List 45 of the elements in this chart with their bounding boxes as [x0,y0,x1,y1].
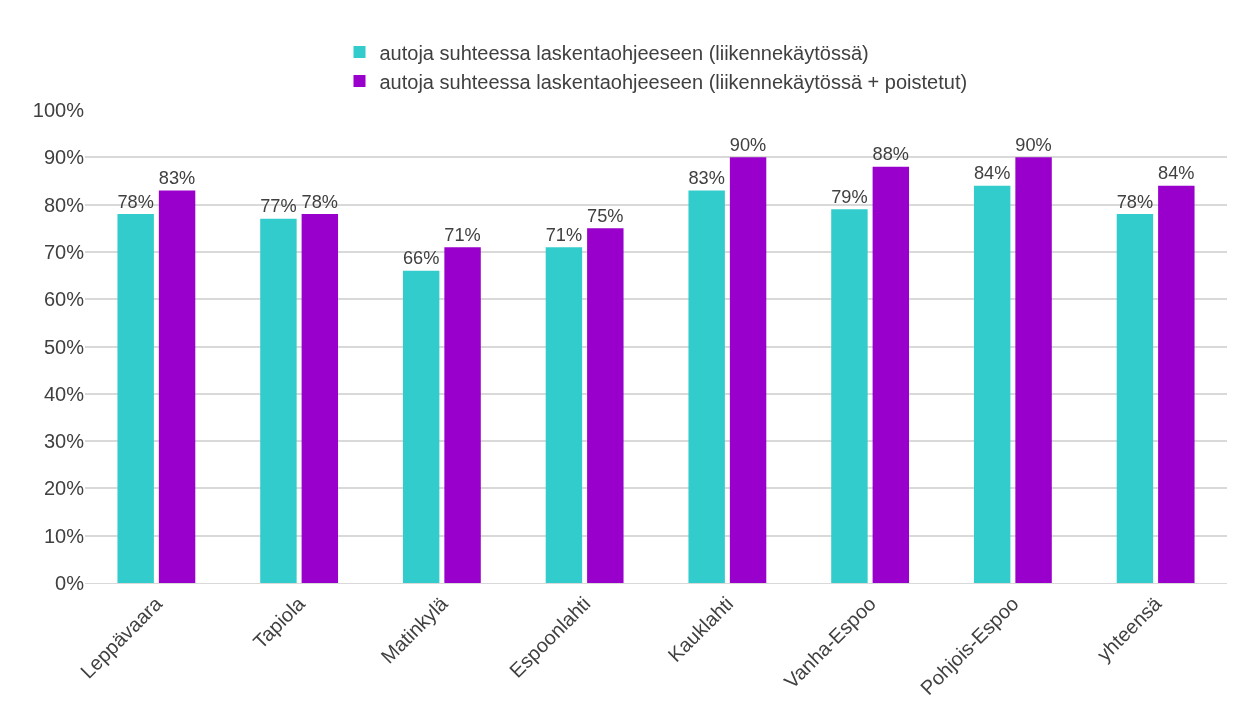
y-tick-label: 50% [43,335,85,358]
y-tick-label: 10% [43,524,85,547]
bar [545,247,583,583]
bar [831,209,868,583]
bar [729,157,767,583]
bar [587,228,624,583]
y-tick-label: 20% [43,477,85,500]
data-label: 88% [872,144,910,165]
data-label: 66% [402,248,440,269]
y-tick-label: 40% [43,382,85,405]
data-label: 71% [545,224,583,245]
y-tick-label: 70% [43,240,85,263]
y-tick-label: 80% [43,193,85,216]
data-label: 90% [1015,134,1052,155]
bar [402,270,440,583]
data-label: 79% [831,186,868,207]
bar [1116,214,1154,583]
data-label: 78% [117,191,154,212]
bar [444,247,481,583]
data-label: 77% [260,196,297,217]
data-label: 75% [587,205,624,226]
bar [872,166,910,583]
data-label: 84% [973,163,1011,184]
data-label: 71% [444,224,481,245]
data-label: 83% [158,167,196,188]
bar [260,218,297,583]
bar [688,190,725,583]
legend-label: autoja suhteessa laskentaohjeeseen (liikennekäytössä) [379,41,869,64]
data-label: 90% [729,134,767,155]
bar [301,214,339,583]
bar [158,190,196,583]
data-label: 84% [1158,163,1195,184]
y-tick-label: 100% [32,99,85,121]
data-label: 83% [688,167,725,188]
bar [1158,185,1195,583]
data-label: 78% [301,191,339,212]
y-tick-label: 60% [43,288,85,311]
data-label: 78% [1116,191,1154,212]
y-tick-label: 0% [55,572,85,594]
bar [1015,157,1052,583]
bar [117,214,154,583]
y-tick-label: 90% [43,146,85,169]
legend-label: autoja suhteessa laskentaohjeeseen (liikennekäytössä + poistetut) [379,70,968,93]
y-tick-label: 30% [43,430,85,453]
bar [973,185,1011,583]
